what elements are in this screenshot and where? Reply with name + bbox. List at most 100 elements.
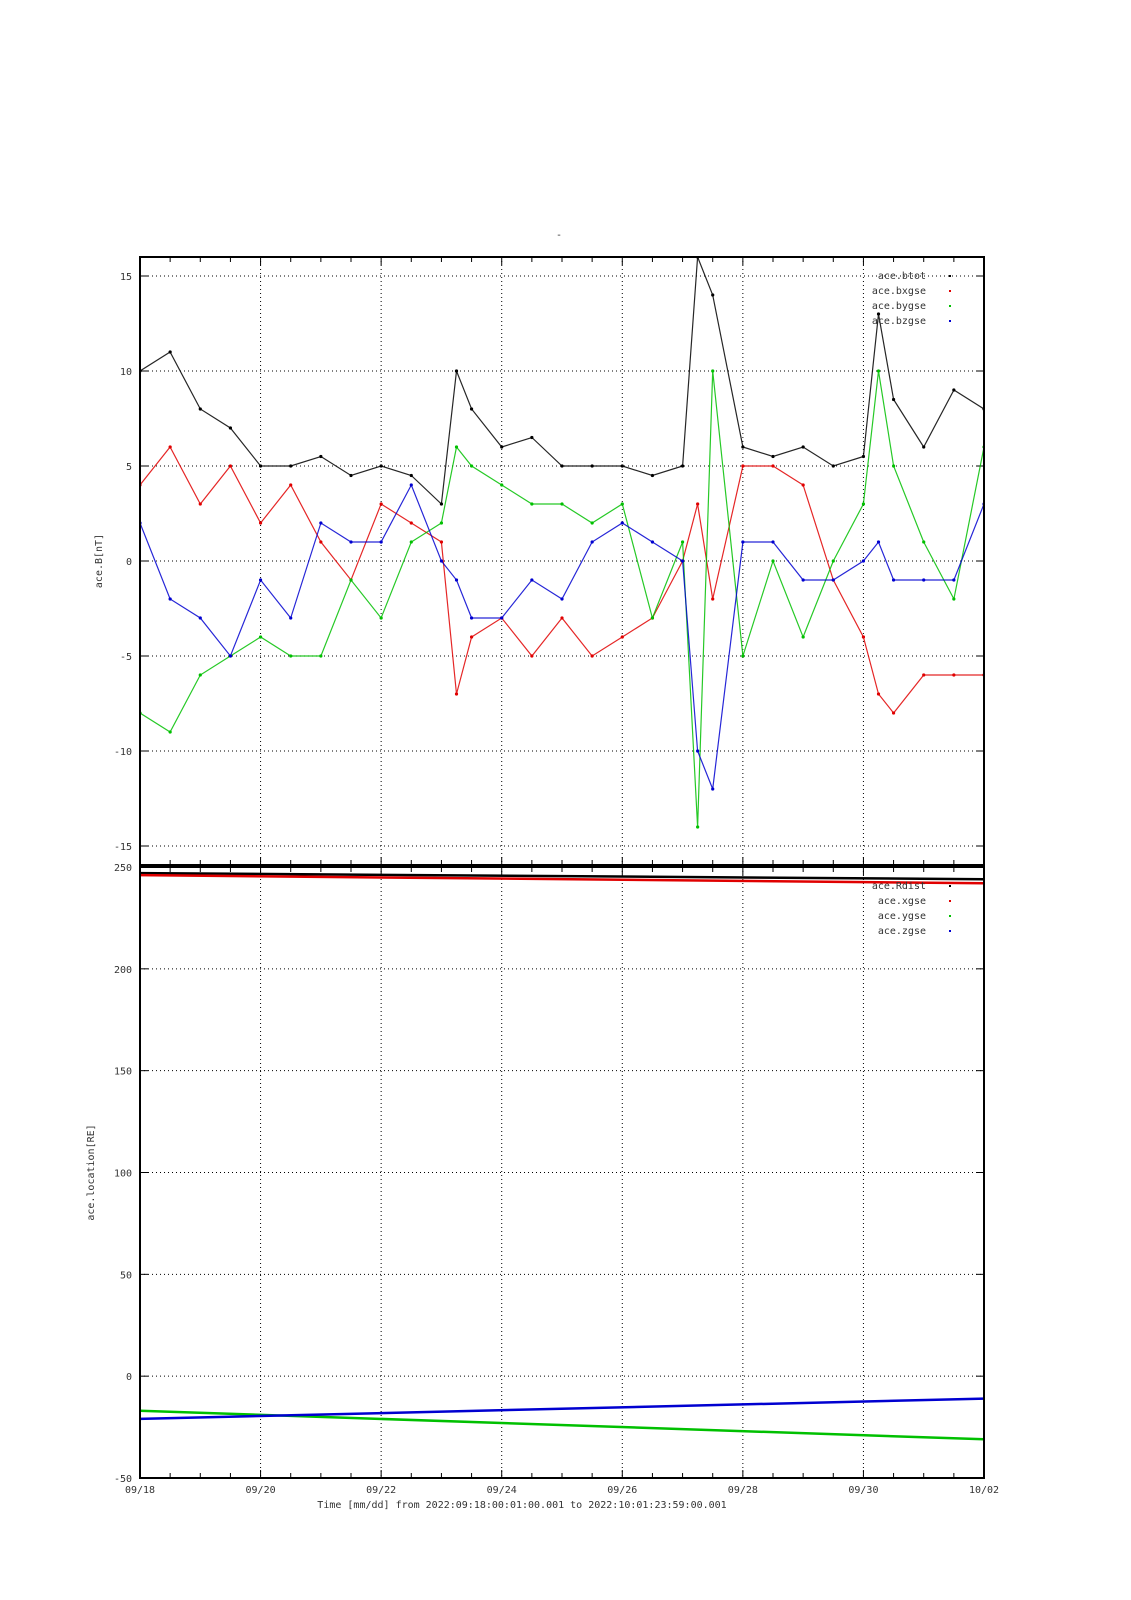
x-tick-label: 10/02: [969, 1485, 999, 1496]
data-point-ace.bygse: [319, 654, 323, 658]
data-point-ace.btot: [620, 464, 624, 468]
data-point-ace.bygse: [771, 559, 775, 563]
data-point-ace.bzgse: [831, 578, 835, 582]
data-point-ace.btot: [228, 426, 233, 430]
data-point-ace.bzgse: [801, 578, 805, 582]
data-point-ace.bzgse: [349, 540, 353, 544]
data-point-ace.btot: [650, 473, 655, 478]
data-point-ace.bzgse: [590, 540, 594, 544]
data-point-ace.bzgse: [620, 521, 624, 525]
legend-marker: [949, 930, 951, 932]
y-tick-label: -5: [120, 652, 132, 663]
data-point-ace.bxgse: [469, 635, 474, 639]
x-tick-label: 09/30: [848, 1485, 878, 1496]
data-point-ace.bzgse: [439, 559, 444, 563]
legend-label: ace.zgse: [878, 926, 926, 937]
data-point-ace.bygse: [198, 673, 202, 677]
data-point-ace.bzgse: [876, 540, 881, 544]
y-tick-label: 100: [114, 1169, 132, 1180]
data-point-ace.bxgse: [258, 521, 263, 525]
data-point-ace.bxgse: [168, 445, 172, 449]
series-line-ace.btot: [140, 257, 984, 506]
x-tick-label: 09/20: [246, 1485, 276, 1496]
data-point-ace.bzgse: [560, 597, 564, 601]
data-point-ace.btot: [530, 435, 534, 440]
data-point-ace.bzgse: [258, 578, 263, 582]
data-point-ace.btot: [198, 407, 202, 411]
legend-marker: [949, 305, 951, 307]
data-point-ace.bygse: [349, 578, 353, 582]
data-point-ace.bxgse: [454, 692, 459, 696]
data-point-ace.bzgse: [530, 578, 534, 582]
series-line-ace.zgse: [140, 1397, 984, 1421]
legend-marker: [949, 275, 951, 277]
data-point-ace.bygse: [680, 540, 685, 544]
data-point-ace.bzgse: [741, 540, 745, 544]
data-point-ace.btot: [590, 464, 594, 468]
data-point-ace.btot: [711, 293, 715, 297]
data-point-ace.bzgse: [409, 483, 413, 487]
y-tick-label: 200: [114, 965, 132, 976]
data-point-ace.bygse: [168, 730, 172, 734]
data-point-ace.bxgse: [198, 502, 202, 506]
data-point-ace.bzgse: [289, 616, 293, 620]
x-axis-label: Time [mm/dd] from 2022:09:18:00:01:00.00…: [317, 1500, 726, 1511]
plot-frame: [139, 256, 985, 866]
series-line-ace.xgse: [140, 873, 984, 885]
data-point-ace.bzgse: [680, 559, 685, 563]
legend-marker: [949, 900, 951, 902]
data-point-ace.btot: [861, 454, 866, 459]
data-point-ace.btot: [801, 445, 805, 449]
data-point-ace.btot: [289, 464, 293, 468]
data-point-ace.bzgse: [319, 521, 323, 525]
data-point-ace.bygse: [289, 654, 293, 658]
data-point-ace.btot: [454, 369, 459, 373]
y-axis-label: ace.B[nT]: [94, 534, 105, 588]
data-point-ace.btot: [319, 454, 323, 459]
data-point-ace.bxgse: [922, 673, 926, 677]
series-line-ace.bygse: [140, 370, 984, 828]
legend-label: ace.Rdist: [872, 881, 926, 892]
data-point-ace.bzgse: [922, 578, 926, 582]
location-panel: 250 200 150 100 50 0 -50 ace.Rdist ace.xgse ace.y…: [86, 863, 999, 1511]
data-point-ace.bxgse: [861, 635, 866, 639]
y-tick-label: -50: [114, 1474, 132, 1485]
data-point-ace.bygse: [560, 502, 564, 506]
data-point-ace.bxgse: [289, 483, 293, 487]
data-point-ace.bygse: [500, 483, 504, 487]
data-point-ace.bygse: [741, 654, 745, 658]
data-point-ace.bygse: [379, 616, 383, 620]
data-point-ace.btot: [500, 445, 504, 449]
data-point-ace.btot: [922, 445, 926, 449]
data-point-ace.bygse: [801, 635, 805, 639]
data-point-ace.bxgse: [379, 502, 383, 506]
data-point-ace.bzgse: [711, 787, 715, 791]
legend-marker: [949, 885, 951, 887]
plot-frame: [139, 866, 985, 1479]
series-line-ace.Rdist: [140, 871, 984, 881]
legend-label: ace.ygse: [878, 911, 926, 922]
data-point-ace.bygse: [454, 445, 459, 449]
plot-area: [140, 871, 984, 1441]
data-point-ace.bygse: [530, 502, 534, 506]
data-point-ace.bygse: [650, 616, 655, 620]
data-point-ace.bzgse: [952, 578, 956, 582]
x-tick-label: 09/28: [728, 1485, 758, 1496]
legend-label: ace.xgse: [878, 896, 926, 907]
data-point-ace.btot: [891, 397, 896, 402]
legend-label: ace.bzgse: [872, 316, 926, 327]
data-point-ace.bxgse: [439, 540, 444, 544]
data-point-ace.bxgse: [741, 464, 745, 468]
data-point-ace.bygse: [469, 464, 474, 468]
data-point-ace.bxgse: [590, 654, 594, 658]
y-tick-label: 0: [126, 557, 132, 568]
page-title: -: [556, 230, 563, 241]
data-point-ace.btot: [771, 454, 775, 459]
data-point-ace.bzgse: [891, 578, 896, 582]
data-point-ace.btot: [741, 445, 745, 449]
series-line-ace.bxgse: [140, 445, 984, 714]
data-point-ace.bzgse: [379, 540, 383, 544]
data-point-ace.bzgse: [650, 540, 655, 544]
data-point-ace.bygse: [922, 540, 926, 544]
